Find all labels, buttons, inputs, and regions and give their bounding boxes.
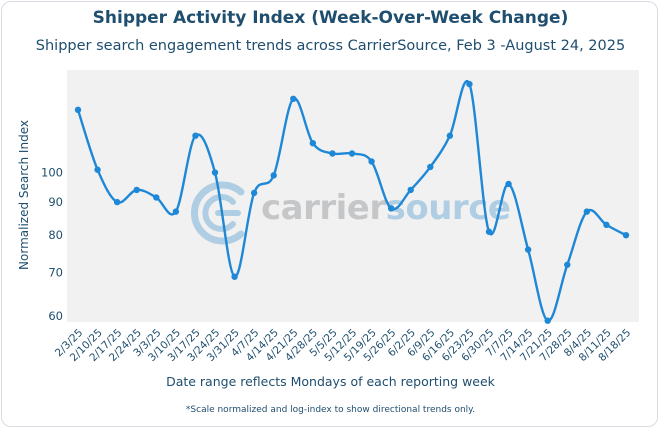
data-point	[192, 132, 199, 139]
data-point	[505, 180, 512, 188]
data-point	[133, 186, 140, 194]
data-point	[113, 198, 121, 206]
data-point	[309, 139, 317, 147]
carriersource-watermark: carriersource	[183, 178, 511, 248]
data-point	[564, 261, 571, 268]
data-point	[153, 194, 160, 201]
y-tick-label: 100	[41, 166, 63, 180]
footnote: *Scale normalized and log-index to show …	[185, 405, 476, 415]
y-tick-label: 60	[48, 309, 63, 323]
data-point	[407, 186, 414, 194]
chart-title: Shipper Activity Index (Week-Over-Week C…	[92, 8, 569, 28]
data-point	[485, 228, 493, 235]
data-point	[446, 132, 454, 139]
data-point	[524, 246, 532, 253]
data-point	[544, 317, 551, 324]
data-point	[387, 205, 395, 212]
data-point	[583, 208, 591, 215]
plot-area	[67, 70, 639, 322]
watermark-carrier: carrier	[261, 188, 386, 228]
data-point	[368, 158, 375, 165]
y-tick-label: 90	[48, 195, 63, 209]
data-point	[466, 80, 473, 88]
data-point	[290, 95, 297, 103]
data-point	[329, 150, 336, 157]
data-point	[211, 169, 219, 176]
data-point	[270, 172, 277, 179]
data-point	[622, 231, 630, 239]
y-axis-ticks: 60 70 80 90 100	[41, 166, 63, 323]
x-axis-label: Date range reflects Mondays of each repo…	[166, 374, 495, 389]
x-axis-ticks: 2/3/252/10/252/17/252/24/253/3/253/10/25…	[53, 327, 633, 364]
data-point	[427, 163, 434, 171]
data-point	[172, 208, 180, 215]
data-point	[250, 189, 258, 197]
data-point	[94, 166, 101, 173]
data-point	[74, 106, 82, 114]
data-point	[603, 221, 610, 229]
data-points	[74, 80, 630, 324]
y-tick-label: 70	[48, 266, 63, 280]
chart-subtitle: Shipper search engagement trends across …	[35, 38, 626, 54]
y-axis-label: Normalized Search Index	[17, 120, 31, 270]
data-point	[348, 150, 356, 157]
carriersource-logo-icon	[190, 181, 245, 245]
y-tick-label: 80	[48, 228, 63, 242]
watermark-source: source	[385, 188, 511, 228]
data-point	[231, 273, 238, 280]
